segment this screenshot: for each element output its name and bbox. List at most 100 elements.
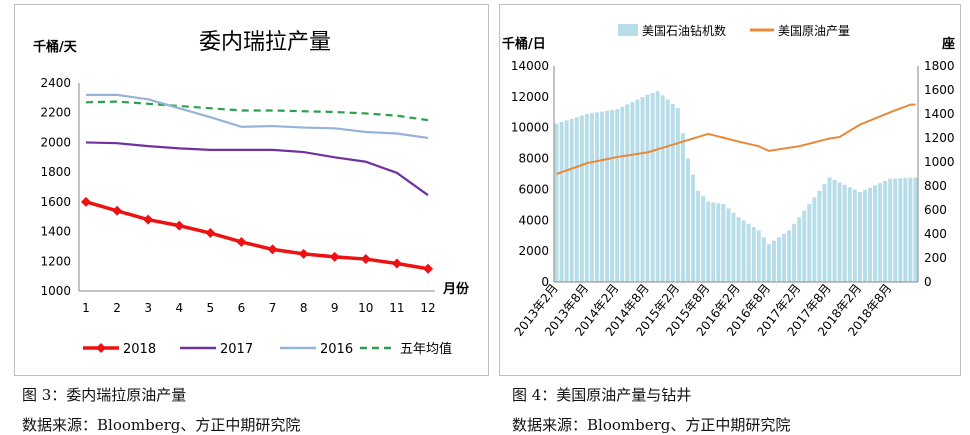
rig-count-bar [862,189,867,282]
rig-count-bar [675,108,680,282]
y-left-tick-label: 14000 [511,59,549,73]
venezuela-chart: 委内瑞拉产量千桶/天100012001400160018002000220024… [33,30,470,357]
data-point-2018 [81,196,91,207]
y-tick-label: 1000 [40,284,71,298]
y-right-tick-label: 200 [924,251,947,265]
x-tick-label: 5 [207,301,215,315]
rig-count-bar [842,184,847,282]
y-tick-label: 2200 [40,106,71,120]
rig-count-bar [630,102,635,282]
us-chart-panel: 千桶/日座美国石油钻机数 美国原油产量 0 2000 4000 6000 8000 10000… [499,4,961,376]
rig-count-bar [706,201,711,282]
rig-count-bar [847,187,852,282]
y-right-tick-label: 600 [924,203,947,217]
rig-count-bar [782,233,786,282]
rig-count-bar [691,174,695,282]
series-line-五年均值 [85,100,429,122]
data-point-2018 [423,263,433,274]
x-axis-unit: 月份 [442,281,470,297]
rig-count-bar [741,220,746,282]
rig-count-bar [797,217,802,282]
rig-count-bar [883,181,888,282]
rig-count-bar [610,110,615,282]
y-right-tick-label: 1000 [924,155,955,169]
rig-count-bar [569,118,574,282]
rig-count-bar [605,110,610,282]
y-right-tick-label: 1200 [924,131,955,145]
rig-count-bar [721,204,726,282]
rig-count-bar [559,122,564,282]
x-tick-label: 8 [300,301,308,315]
data-point-2018 [112,205,123,216]
legend-label-2016: 2016 [320,342,353,357]
rig-count-bar [574,117,579,282]
rig-count-bar [756,230,761,282]
rig-count-bar [837,182,842,282]
rig-count-bar [766,244,771,282]
data-point-2018 [205,228,216,239]
left-figure-caption: 图 3：委内瑞拉原油产量 [22,386,187,404]
rig-count-bar [787,230,792,282]
y-tick-label: 1400 [40,225,71,239]
rig-count-bar [680,133,685,282]
data-point-2018 [391,258,402,269]
rig-count-bar [822,184,827,282]
rig-count-bar [696,190,701,282]
rig-count-bar [908,177,913,282]
legend-label-rigs: 美国石油钻机数 [642,23,726,38]
x-tick-label: 2 [113,301,121,315]
data-point-2018 [298,248,309,259]
data-point-2018 [329,251,340,262]
rig-count-bar [650,93,655,282]
rig-count-bar [812,197,817,282]
rig-count-bar [777,237,781,282]
x-tick-label: 7 [269,301,277,315]
rig-count-bar [595,112,599,283]
y-tick-label: 2400 [40,76,71,90]
rig-count-bar [716,203,721,282]
rig-count-bar [868,187,872,282]
x-tick-label: 1 [82,301,90,315]
rig-count-bar [686,158,690,282]
y-right-tick-label: 1400 [924,107,955,121]
rig-count-bar [852,189,857,282]
legend-label-production: 美国原油产量 [778,24,850,38]
series-line-2016 [86,93,429,140]
legend-label-2017: 2017 [220,342,253,357]
rig-count-bar [589,113,594,282]
x-tick-label: 3 [144,301,152,315]
data-point-2018 [236,236,247,247]
y-left-tick-label: 0 [541,275,549,289]
right-source-caption: 数据来源：Bloomberg、方正中期研究院 [512,416,791,434]
x-tick-label: 12 [420,301,435,315]
y-tick-label: 1800 [40,165,71,179]
rig-count-bar [832,180,837,282]
data-point-2018 [267,244,278,255]
data-point-2018 [143,214,154,225]
rig-count-bar [873,185,877,282]
y-right-tick-label: 1800 [924,59,955,73]
series-line-2017 [85,141,429,197]
legend-label-2018: 2018 [123,342,156,357]
y-left-tick-label: 4000 [518,213,549,227]
rig-count-bar [802,210,807,282]
chart-title: 委内瑞拉产量 [199,30,331,55]
rig-count-bar [655,91,660,282]
right-figure-caption: 图 4：美国原油产量与钻井 [512,386,692,404]
rig-count-bar [726,208,731,282]
rig-count-bar [827,177,832,282]
y-left-unit: 千桶/日 [502,36,546,52]
left-source-caption: 数据来源：Bloomberg、方正中期研究院 [22,416,301,434]
y-right-tick-label: 400 [924,227,947,241]
y-tick-label: 1600 [40,195,71,209]
rig-count-bar [579,115,584,282]
y-axis-unit: 千桶/天 [33,39,78,55]
rig-count-bar [878,183,883,282]
rig-count-bar [701,196,706,282]
rig-count-bar [731,212,736,282]
rig-count-bar [665,99,670,282]
x-tick-label: 6 [238,301,246,315]
rig-count-bar [898,178,903,282]
rig-count-bar [620,106,625,282]
